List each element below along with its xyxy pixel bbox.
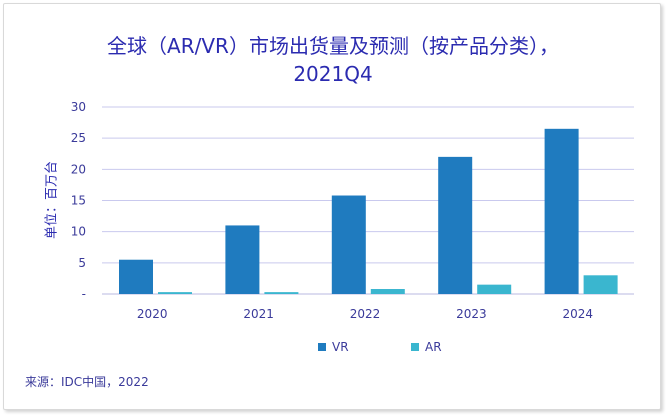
y-tick-label: 30 [71, 100, 86, 114]
chart-subtitle: 2021Q4 [293, 62, 373, 86]
legend-label-ar: AR [425, 340, 442, 354]
x-tick-label: 2024 [563, 307, 594, 321]
bars [119, 128, 618, 294]
y-tick-label: 25 [71, 131, 86, 145]
source-note: 来源：IDC中国，2022 [25, 375, 149, 389]
legend: VR AR [0, 340, 666, 356]
legend-swatch-vr [318, 343, 326, 351]
bar-vr-2023 [438, 156, 473, 294]
bar-ar-2024 [583, 275, 618, 294]
bar-ar-2022 [370, 289, 405, 294]
legend-item-vr: VR [318, 340, 349, 354]
y-tick-label: 20 [71, 162, 86, 176]
bar-vr-2024 [544, 128, 579, 294]
y-tick-labels: - 5 10 15 20 25 30 [71, 100, 86, 301]
x-tick-label: 2020 [137, 307, 168, 321]
x-tick-label: 2021 [243, 307, 274, 321]
x-tick-label: 2022 [350, 307, 381, 321]
x-tick-label: 2023 [456, 307, 487, 321]
legend-label-vr: VR [332, 340, 349, 354]
legend-swatch-ar [411, 343, 419, 351]
bar-vr-2020 [119, 259, 153, 294]
bar-ar-2023 [477, 284, 512, 294]
legend-item-ar: AR [411, 340, 442, 354]
bar-vr-2022 [331, 195, 366, 294]
bar-ar-2020 [158, 292, 192, 294]
bar-vr-2021 [225, 225, 260, 294]
chart-title: 全球（AR/VR）市场出货量及预测（按产品分类）， [107, 34, 559, 58]
y-tick-label: 15 [71, 194, 86, 208]
x-tick-labels: 2020 2021 2022 2023 2024 [137, 307, 593, 321]
y-tick-label: 5 [78, 256, 86, 270]
y-tick-label: 10 [71, 225, 86, 239]
y-tick-label: - [82, 287, 86, 301]
bar-ar-2021 [264, 292, 299, 294]
